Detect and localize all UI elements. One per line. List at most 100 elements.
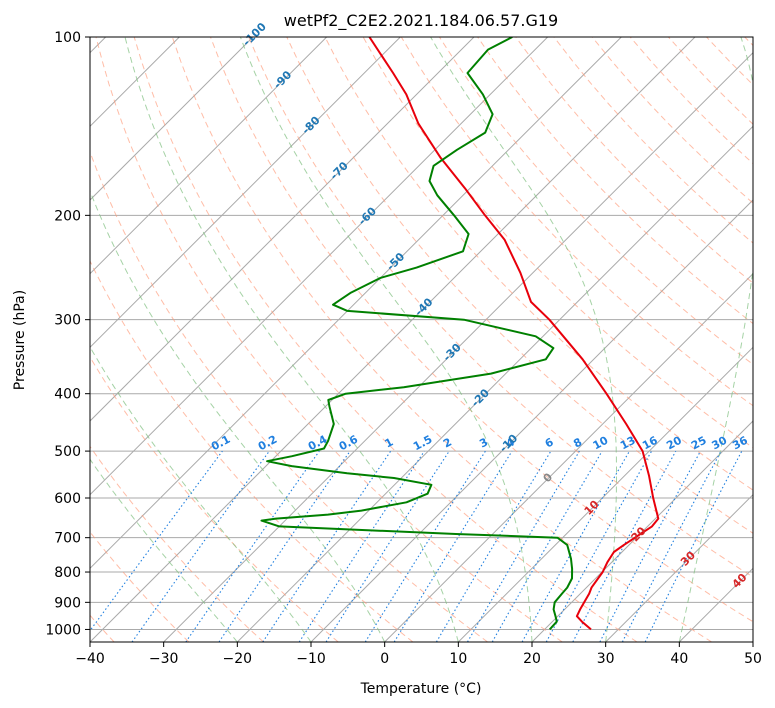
- isotherm-line: [90, 37, 328, 275]
- x-tick-label: 0: [380, 651, 389, 667]
- x-tick-label: 30: [597, 651, 615, 667]
- x-tick-label: 50: [744, 651, 762, 667]
- isotherm-line: [531, 420, 753, 642]
- isotherm-label: -30: [441, 341, 464, 364]
- dry-adiabat-line: [668, 37, 753, 125]
- isotherm-line: [163, 51, 753, 642]
- dry-adiabat-line: [248, 37, 753, 578]
- dry-adiabat-line: [90, 356, 339, 642]
- isotherm-label: -90: [271, 68, 294, 91]
- line-labels: 0.1 0.2 0.4 0.6 1 1.5 2 3 4 6 8 10 13 16 20 25 30 36-100-…: [209, 20, 750, 591]
- dry-adiabat-line: [171, 37, 712, 642]
- y-axis-label: Pressure (hPa): [12, 290, 28, 390]
- mixing-ratio-label: 0.1: [209, 433, 232, 454]
- x-tick-label: −10: [296, 651, 326, 667]
- mixing-ratio-line: [435, 450, 552, 642]
- moist-adiabat-line: [239, 37, 533, 642]
- mixing-ratio-line: [218, 450, 351, 642]
- x-tick-label: 40: [670, 651, 688, 667]
- mixing-ratio-label: 6: [543, 435, 556, 450]
- mixing-ratio-line: [521, 450, 630, 642]
- mixing-ratio-line: [131, 450, 270, 642]
- moist-adiabat-line: [90, 345, 312, 642]
- x-tick-label: −30: [149, 651, 179, 667]
- mixing-ratio-line: [325, 450, 450, 642]
- y-tick-label: 400: [54, 387, 81, 403]
- mixing-ratio-label: 13: [618, 434, 638, 453]
- x-tick-label: 10: [449, 651, 467, 667]
- dry-adiabat-line: [744, 37, 753, 47]
- isotherm-line: [605, 493, 753, 642]
- mixing-ratio-label: 0.6: [337, 433, 361, 454]
- isotherm-label: -80: [299, 114, 322, 137]
- y-tick-label: 300: [54, 313, 81, 329]
- mixing-ratio-line: [298, 450, 425, 642]
- mixing-ratio-line: [90, 450, 223, 632]
- mixing-ratio-line: [572, 450, 677, 642]
- isotherm-line: [678, 567, 753, 642]
- y-tick-label: 200: [54, 208, 81, 224]
- isotherm-line: [457, 346, 753, 642]
- plot-frame: [89, 36, 754, 643]
- isotherm-line: [752, 641, 753, 642]
- dry-adiabat-line: [210, 37, 753, 623]
- isotherm-line: [310, 199, 753, 642]
- isotherm-label: -100: [240, 20, 269, 49]
- mixing-ratio-line: [364, 450, 486, 642]
- dry-adiabat-line: [133, 37, 638, 642]
- mixing-ratio-label: 1: [383, 435, 396, 450]
- axes: −40 −30 −20 −10 0 10 20 30 40 5010020030040050060…: [45, 30, 762, 667]
- mixing-ratio-line: [185, 450, 320, 642]
- moist-adiabat-line: [90, 189, 386, 642]
- mixing-ratio-label: 20: [664, 434, 684, 453]
- y-tick-label: 900: [54, 595, 81, 611]
- dry-adiabat-line: [95, 37, 563, 642]
- mixing-ratio-line: [545, 450, 653, 642]
- moist-adiabat-line: [90, 458, 238, 642]
- sounding-traces: [260, 37, 660, 631]
- moist-adiabat-line: [678, 37, 753, 642]
- y-tick-label: 600: [54, 491, 81, 507]
- isotherm-line: [90, 37, 549, 496]
- background-lines: [90, 37, 753, 642]
- dry-adiabat-line: [286, 37, 753, 534]
- mixing-ratio-label: 1.5: [411, 433, 434, 454]
- dry-adiabat-line: [706, 37, 753, 86]
- isotherm-label: 30: [678, 548, 698, 568]
- mixing-ratio-label: 0.2: [256, 433, 279, 454]
- temperature-profile-line: [368, 37, 660, 631]
- mixing-ratio-label: 36: [730, 434, 750, 453]
- isotherm-line: [90, 37, 254, 201]
- y-tick-label: 1000: [45, 622, 81, 638]
- mixing-ratio-label: 16: [640, 434, 660, 453]
- isotherm-line: [90, 37, 401, 349]
- mixing-ratio-line: [467, 450, 580, 642]
- y-tick-label: 700: [54, 531, 81, 547]
- mixing-ratio-label: 25: [689, 434, 709, 453]
- mixing-ratio-line: [644, 450, 743, 642]
- isotherm-line: [384, 272, 753, 642]
- dry-adiabat-line: [591, 37, 753, 204]
- dry-adiabat-line: [324, 37, 753, 491]
- moist-adiabat-line: [124, 37, 459, 642]
- dry-adiabat-line: [553, 37, 753, 244]
- mixing-ratio-label: 10: [591, 434, 611, 453]
- isotherm-label: -20: [469, 386, 492, 409]
- moist-adiabat-line: [430, 37, 617, 642]
- x-tick-label: 20: [523, 651, 541, 667]
- dry-adiabat-line: [90, 150, 488, 642]
- y-tick-label: 800: [54, 565, 81, 581]
- isotherm-line: [236, 125, 753, 642]
- mixing-ratio-label: 8: [571, 435, 584, 450]
- x-tick-label: −40: [75, 651, 105, 667]
- dewpoint-profile-line: [260, 37, 574, 631]
- isotherm-label: -70: [328, 159, 351, 182]
- chart-title: wetPf2_C2E2.2021.184.06.57.G19: [284, 11, 558, 31]
- dry-adiabat-line: [90, 531, 190, 642]
- x-tick-label: −20: [223, 651, 253, 667]
- dry-adiabat-line: [90, 445, 264, 642]
- isotherm-label: 0: [541, 470, 556, 485]
- isotherm-line: [90, 37, 696, 642]
- y-tick-label: 100: [54, 30, 81, 46]
